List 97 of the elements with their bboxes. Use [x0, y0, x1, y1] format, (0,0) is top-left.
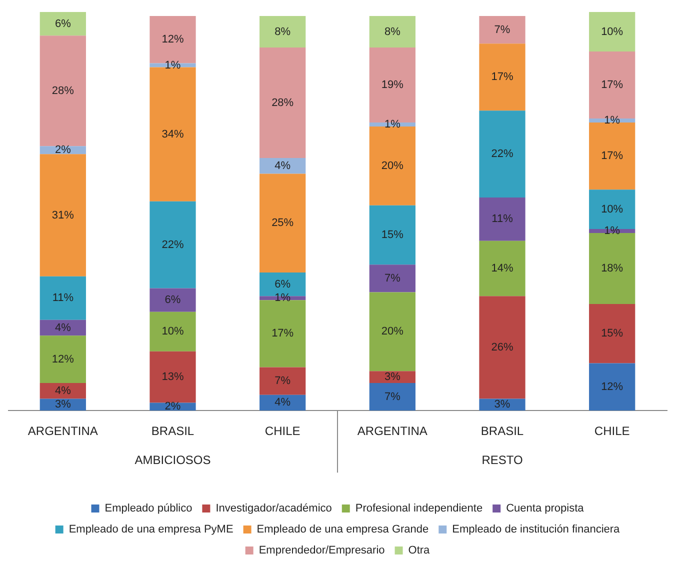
bar — [479, 296, 526, 399]
legend-label: Emprendedor/Empresario — [258, 544, 385, 557]
legend-label: Investigador/académico — [216, 502, 332, 515]
bar — [479, 110, 526, 198]
data-label: 34% — [162, 128, 184, 140]
bar — [150, 201, 196, 288]
data-label: 22% — [162, 238, 184, 251]
bar — [260, 174, 306, 272]
x-tick-label: BRASIL — [151, 424, 194, 438]
bar — [260, 300, 306, 368]
legend-label: Profesional independiente — [355, 502, 483, 515]
bar — [479, 16, 526, 44]
data-label: 22% — [491, 148, 514, 160]
bar — [589, 233, 636, 304]
bar — [150, 288, 196, 312]
bar — [589, 122, 636, 190]
bar — [40, 12, 86, 36]
data-label: 11% — [492, 213, 514, 226]
data-label: 12% — [162, 34, 184, 46]
data-label: 31% — [52, 209, 74, 222]
data-label: 10% — [162, 326, 184, 338]
bar — [369, 16, 416, 48]
data-label: 8% — [384, 26, 401, 38]
bar — [369, 126, 416, 206]
data-label: 3% — [384, 371, 401, 384]
data-label: 28% — [272, 96, 294, 109]
bar — [369, 205, 416, 265]
x-tick-label: CHILE — [594, 424, 630, 438]
data-label: 4% — [274, 160, 291, 172]
data-label: 13% — [162, 371, 184, 384]
bar — [479, 197, 526, 241]
data-label: 4% — [54, 322, 72, 334]
data-label: 3% — [54, 398, 72, 411]
bar — [150, 67, 196, 202]
legend-label: Empleado de institución financiera — [452, 524, 621, 536]
data-label: 4% — [274, 396, 291, 409]
text: RESTO — [482, 452, 523, 467]
legend-label: Otra — [408, 544, 431, 557]
bar — [260, 16, 306, 48]
bar — [479, 44, 526, 111]
data-label: 7% — [494, 24, 510, 36]
legend-label: Empleado público — [104, 502, 192, 515]
bar — [40, 276, 86, 320]
x-tick-label: CHILE — [264, 424, 300, 438]
data-label: 7% — [274, 375, 291, 388]
data-label: 11% — [52, 292, 74, 304]
data-label: 18% — [601, 262, 624, 275]
bar — [40, 336, 86, 383]
bar — [369, 382, 416, 411]
data-label: 20% — [381, 160, 404, 172]
data-label: 12% — [601, 380, 624, 393]
data-label: 10% — [601, 26, 624, 38]
data-label: 10% — [601, 203, 624, 216]
data-label: 20% — [381, 326, 404, 338]
data-label: 25% — [272, 217, 294, 230]
bar — [150, 351, 196, 403]
data-label: 6% — [54, 18, 72, 30]
data-label: 17% — [601, 79, 624, 92]
bar — [589, 304, 636, 364]
data-label: 28% — [52, 84, 74, 97]
data-label: 7% — [384, 390, 401, 403]
data-label: 6% — [164, 294, 181, 306]
bar — [589, 12, 636, 52]
data-label: 14% — [491, 262, 514, 275]
data-label: 8% — [274, 26, 291, 38]
data-label: 26% — [491, 341, 514, 354]
bar — [40, 36, 86, 146]
bar — [260, 158, 306, 174]
bar — [589, 363, 636, 411]
bar — [40, 382, 86, 399]
data-label: 6% — [274, 278, 291, 290]
bar — [369, 264, 416, 292]
data-label: 12% — [52, 353, 74, 366]
data-label: 15% — [381, 229, 404, 242]
data-label: 7% — [384, 272, 401, 284]
data-label: 17% — [601, 150, 624, 162]
x-tick-label: ARGENTINA — [28, 424, 98, 438]
x-tick-label: BRASIL — [480, 424, 524, 438]
legend-label: Empleado de una empresa Grande — [256, 524, 429, 536]
text: AMBICIOSOS — [134, 452, 211, 467]
legend-label: Empleado de una empresa PyME — [68, 524, 234, 536]
bar — [369, 292, 416, 372]
x-tick-label: ARGENTINA — [357, 424, 428, 438]
data-label: 2% — [54, 144, 72, 156]
data-label: 4% — [54, 384, 72, 397]
data-label: 15% — [601, 328, 624, 340]
legend-label: Cuenta propista — [506, 502, 585, 515]
data-label: 17% — [272, 328, 294, 340]
bar — [260, 367, 306, 395]
bar — [479, 240, 526, 296]
bar — [40, 154, 86, 276]
data-label: 17% — [491, 71, 514, 84]
data-label: 3% — [494, 398, 510, 411]
bar — [260, 48, 306, 158]
data-label: 19% — [381, 79, 404, 92]
bar — [150, 312, 196, 352]
data-label: 2% — [164, 400, 181, 413]
